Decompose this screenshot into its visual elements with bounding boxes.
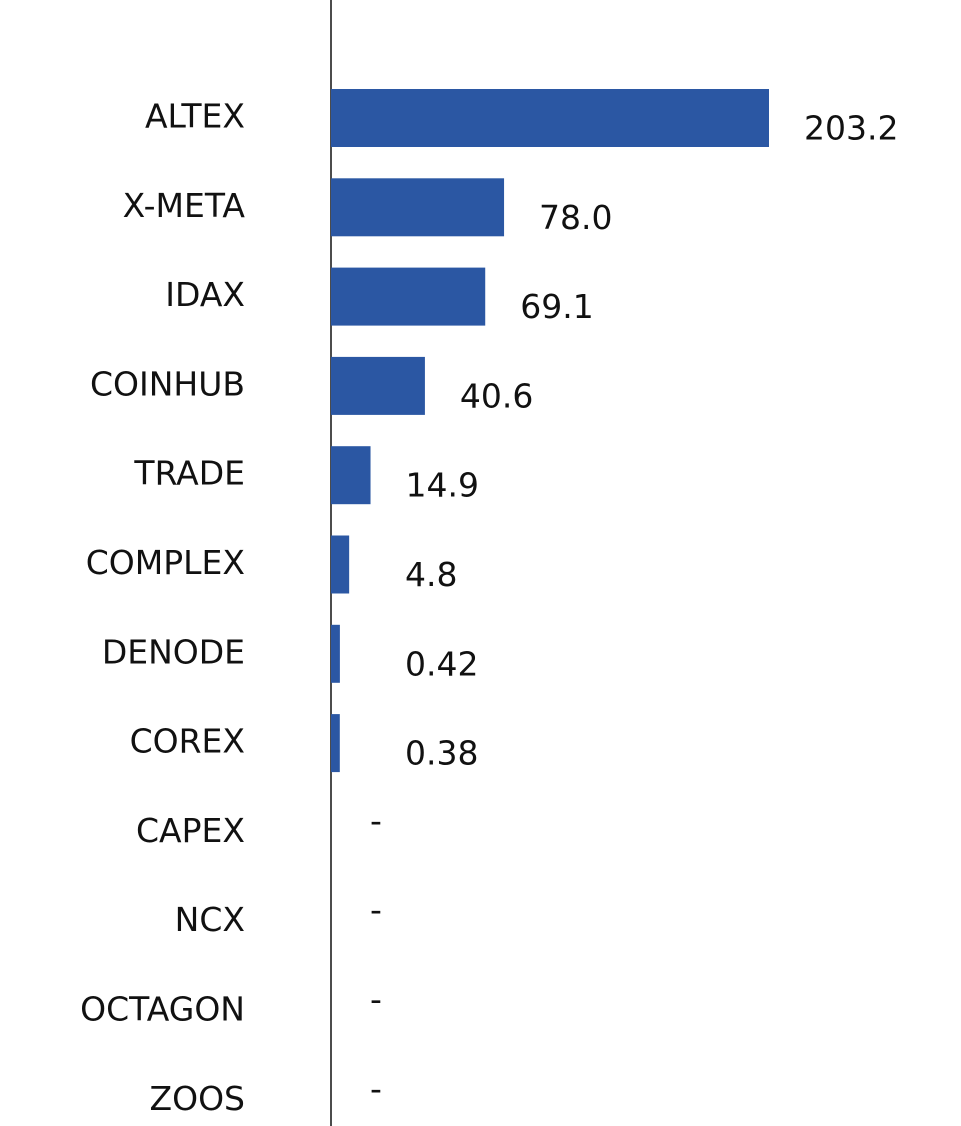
value-label: 203.2: [804, 109, 898, 148]
category-label: NCX: [175, 900, 245, 939]
category-label: ALTEX: [145, 97, 245, 136]
bar: [331, 356, 425, 415]
category-label: COREX: [130, 722, 245, 761]
category-label: COMPLEX: [86, 543, 245, 582]
value-label: 14.9: [406, 466, 479, 505]
category-label: IDAX: [165, 275, 245, 314]
value-label: 0.42: [405, 644, 478, 683]
bar: [331, 714, 340, 773]
value-label: -: [370, 801, 382, 840]
category-label: ZOOS: [149, 1079, 245, 1118]
value-label: 69.1: [520, 287, 593, 326]
category-label: OCTAGON: [80, 990, 245, 1029]
bar: [331, 535, 350, 594]
value-label: -: [370, 980, 382, 1019]
bar: [331, 446, 371, 505]
category-label: X-META: [123, 186, 246, 225]
category-label: CAPEX: [136, 811, 245, 850]
value-label: 4.8: [405, 555, 457, 594]
value-label: 40.6: [460, 376, 533, 415]
category-label: TRADE: [133, 454, 245, 493]
value-label: 78.0: [539, 198, 612, 237]
category-label: COINHUB: [90, 364, 245, 403]
category-label: DENODE: [102, 632, 245, 671]
bar: [331, 89, 769, 147]
value-label: -: [370, 1069, 382, 1108]
value-label: 0.38: [405, 734, 478, 773]
bar: [331, 624, 340, 683]
bar: [331, 267, 486, 326]
value-label: -: [370, 890, 382, 929]
bar: [331, 178, 505, 237]
